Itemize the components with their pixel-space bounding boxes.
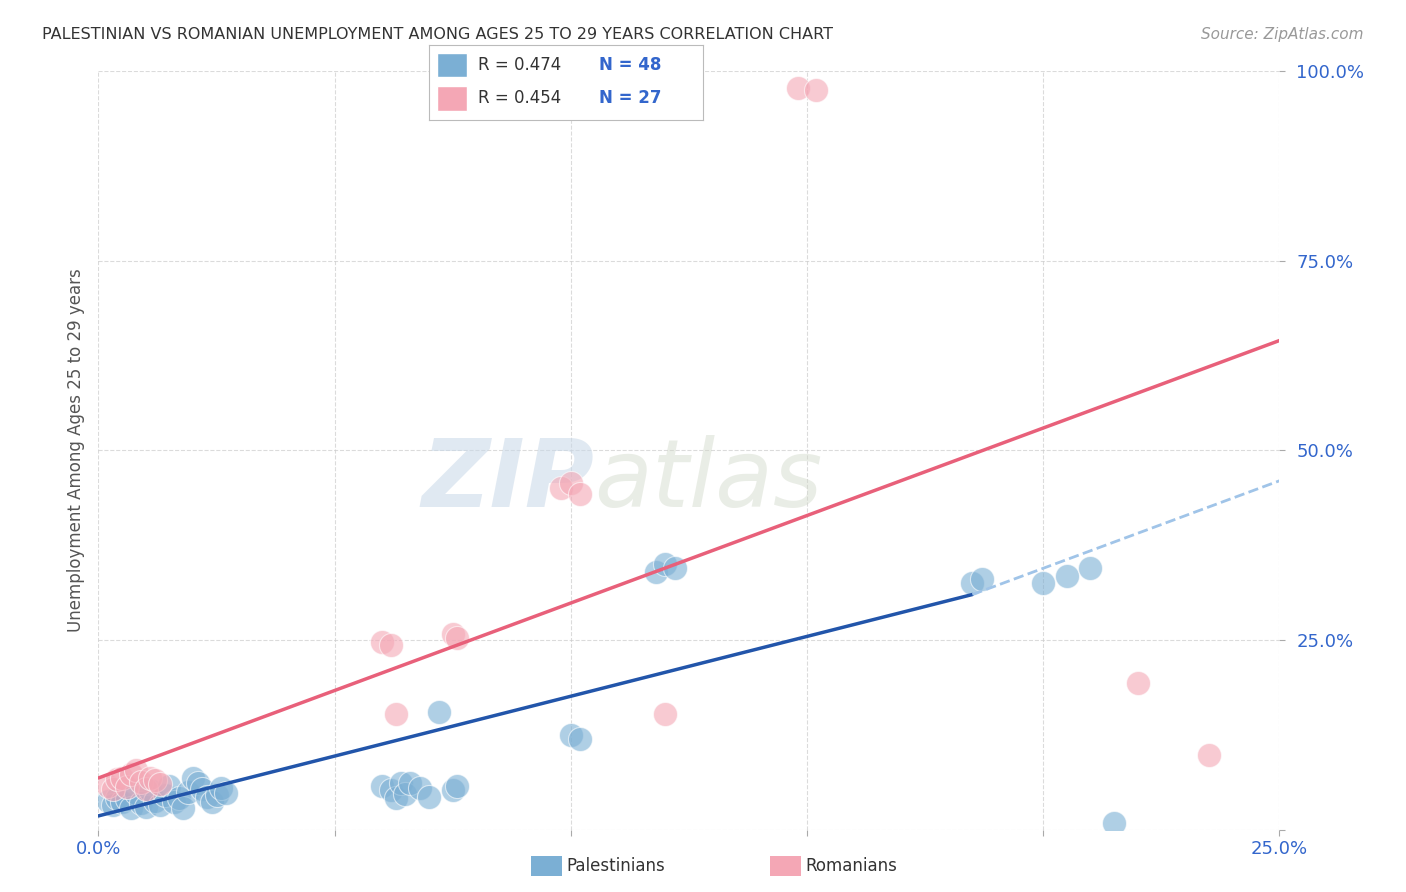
Point <box>574 83 596 97</box>
Text: Source: ZipAtlas.com: Source: ZipAtlas.com <box>1201 27 1364 42</box>
Point <box>149 797 172 812</box>
Point <box>408 780 430 795</box>
Point <box>215 786 238 800</box>
Point <box>644 565 666 579</box>
Point <box>181 771 204 785</box>
Point <box>380 783 402 797</box>
Y-axis label: Unemployment Among Ages 25 to 29 years: Unemployment Among Ages 25 to 29 years <box>66 268 84 632</box>
Point <box>209 780 232 795</box>
Point <box>105 790 128 805</box>
Text: Palestinians: Palestinians <box>567 857 665 875</box>
Point <box>560 728 582 742</box>
Point <box>371 634 394 648</box>
Point <box>380 638 402 652</box>
Text: Romanians: Romanians <box>806 857 897 875</box>
Text: PALESTINIAN VS ROMANIAN UNEMPLOYMENT AMONG AGES 25 TO 29 YEARS CORRELATION CHART: PALESTINIAN VS ROMANIAN UNEMPLOYMENT AMO… <box>42 27 834 42</box>
Point <box>201 795 224 809</box>
Point <box>446 779 468 793</box>
Point <box>970 573 993 587</box>
Point <box>806 83 828 97</box>
Text: N = 48: N = 48 <box>599 56 661 74</box>
Point <box>654 706 676 721</box>
Point <box>111 771 134 785</box>
Point <box>115 780 138 794</box>
Point <box>172 801 194 815</box>
Point <box>105 772 128 786</box>
Point <box>560 476 582 491</box>
Point <box>441 783 464 797</box>
Point <box>1080 561 1102 575</box>
Point <box>441 627 464 641</box>
Point <box>394 787 416 801</box>
Point <box>139 771 162 785</box>
Point <box>427 705 450 719</box>
Point <box>446 631 468 645</box>
Point <box>1102 816 1125 830</box>
Point <box>399 775 422 789</box>
Point <box>187 775 209 789</box>
Point <box>143 772 166 787</box>
Point <box>962 576 984 591</box>
Point <box>569 731 592 746</box>
Point <box>664 561 686 575</box>
Point <box>786 81 808 95</box>
Point <box>121 767 143 781</box>
Point <box>135 782 157 797</box>
Point <box>129 796 152 810</box>
Text: ZIP: ZIP <box>422 434 595 527</box>
Point <box>163 795 186 809</box>
Text: R = 0.454: R = 0.454 <box>478 89 561 107</box>
Point <box>121 801 143 815</box>
Point <box>177 785 200 799</box>
Point <box>125 786 148 800</box>
Point <box>115 792 138 806</box>
Point <box>139 783 162 797</box>
Point <box>205 788 228 802</box>
Point <box>644 81 666 95</box>
Point <box>550 482 572 496</box>
Point <box>1032 576 1054 591</box>
Text: R = 0.474: R = 0.474 <box>478 56 561 74</box>
Point <box>129 774 152 789</box>
Point <box>167 791 190 805</box>
Point <box>143 794 166 808</box>
Point <box>1056 568 1078 582</box>
Point <box>101 798 124 813</box>
Point <box>97 794 120 808</box>
Point <box>569 486 592 500</box>
Point <box>125 764 148 778</box>
Point <box>389 775 412 789</box>
Point <box>1126 676 1149 690</box>
Point <box>157 779 180 793</box>
FancyBboxPatch shape <box>437 53 467 78</box>
Point <box>101 782 124 797</box>
Point <box>654 557 676 572</box>
Point <box>191 782 214 797</box>
Point <box>97 779 120 793</box>
Text: N = 27: N = 27 <box>599 89 661 107</box>
Point <box>1198 748 1220 763</box>
Point <box>195 789 218 804</box>
Text: atlas: atlas <box>595 435 823 526</box>
Point <box>153 788 176 802</box>
Point <box>149 777 172 791</box>
Point <box>135 800 157 814</box>
Point <box>371 779 394 793</box>
Point <box>385 706 408 721</box>
Point <box>385 790 408 805</box>
FancyBboxPatch shape <box>437 87 467 111</box>
Point <box>111 795 134 809</box>
Point <box>418 789 440 804</box>
